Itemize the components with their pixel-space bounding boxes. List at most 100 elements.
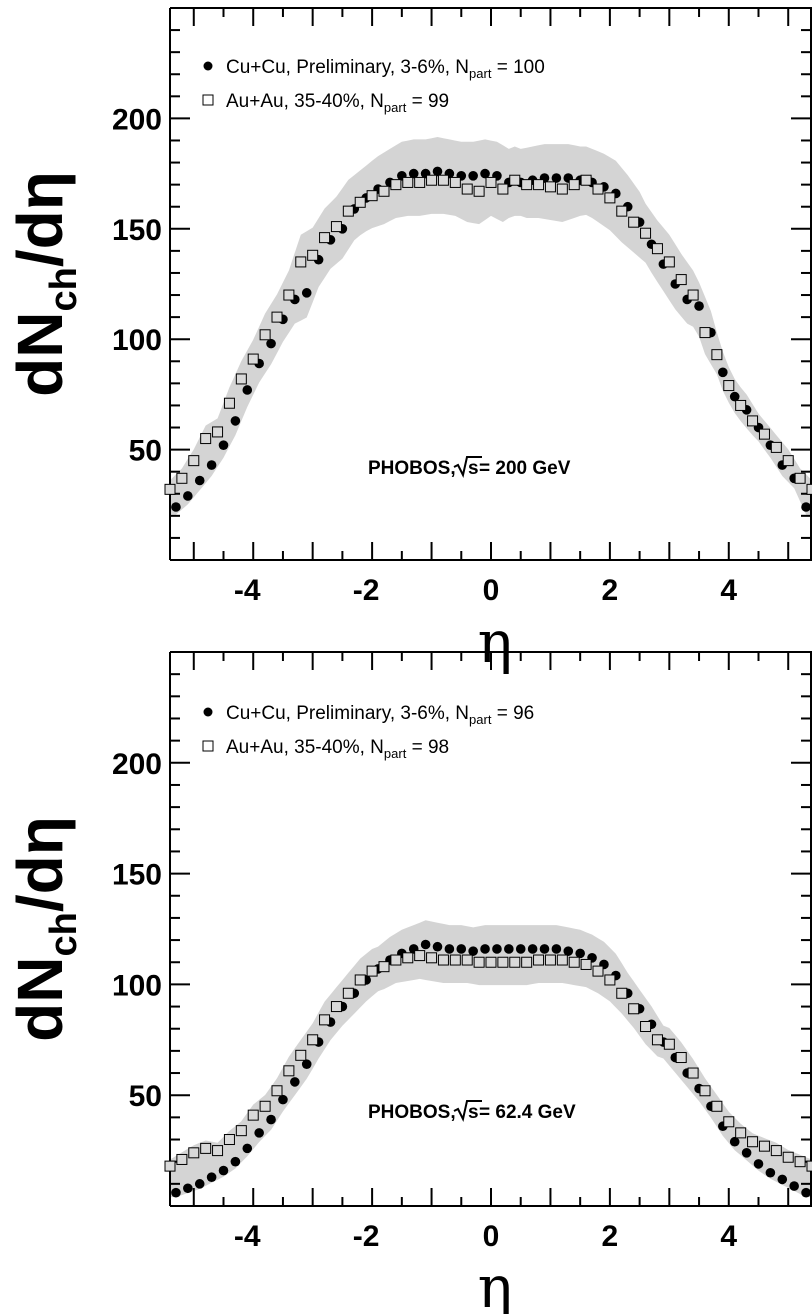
au-au-point bbox=[223, 1134, 235, 1146]
cu-cu-point bbox=[290, 1077, 300, 1087]
cu-cu-point bbox=[729, 391, 740, 402]
au-au-point bbox=[521, 179, 533, 191]
au-au-point bbox=[200, 1142, 212, 1154]
x-axis-label: η bbox=[478, 1253, 513, 1314]
cu-cu-point bbox=[468, 171, 478, 181]
cu-cu-point bbox=[230, 1156, 241, 1167]
cu-cu-point bbox=[753, 1159, 764, 1169]
annotation-s: s bbox=[468, 1102, 479, 1123]
au-au-point bbox=[461, 183, 473, 195]
y-tick-label: 200 bbox=[112, 103, 162, 136]
au-au-point bbox=[675, 1052, 687, 1064]
cu-cu-point bbox=[527, 944, 538, 954]
au-au-point bbox=[533, 179, 545, 191]
au-au-point bbox=[366, 190, 378, 202]
y-tick-label: 150 bbox=[112, 214, 162, 247]
au-au-point bbox=[521, 956, 533, 968]
x-tick-label: 2 bbox=[602, 1220, 619, 1253]
legend-entry: Au+Au, 35-40%, Npart = 98 bbox=[226, 737, 449, 761]
au-au-point bbox=[699, 1085, 711, 1097]
au-au-point bbox=[687, 289, 699, 301]
au-au-point bbox=[164, 483, 176, 495]
au-au-point bbox=[426, 174, 438, 186]
legend: Cu+Cu, Preliminary, 3-6%, Npart = 96 Au+A… bbox=[202, 703, 534, 761]
au-au-point bbox=[568, 179, 580, 191]
au-au-point bbox=[449, 954, 461, 966]
au-au-point bbox=[485, 956, 497, 968]
cu-cu-point bbox=[456, 944, 467, 954]
au-au-point bbox=[188, 1147, 200, 1159]
y-tick-label: 50 bbox=[129, 1080, 162, 1113]
y-tick-label: 50 bbox=[129, 435, 162, 468]
cu-cu-point bbox=[218, 1165, 229, 1176]
au-au-point bbox=[235, 373, 247, 385]
au-au-point bbox=[604, 974, 616, 986]
au-au-point bbox=[212, 426, 224, 438]
annotation-prefix: PHOBOS, bbox=[368, 1102, 456, 1123]
au-au-point bbox=[580, 174, 592, 186]
au-au-point bbox=[640, 227, 652, 239]
au-au-point bbox=[176, 1153, 188, 1165]
au-au-point bbox=[271, 311, 283, 323]
au-au-point bbox=[247, 353, 259, 365]
panel-bottom: -4 -2 0 2 4 50 100 150 200 dNch/dη η Cu+Cu, Prelimi… bbox=[4, 651, 812, 1314]
au-au-point bbox=[283, 289, 295, 301]
au-au-point bbox=[568, 956, 580, 968]
au-au-point bbox=[319, 232, 331, 244]
au-au-point bbox=[283, 1065, 295, 1077]
cu-cu-point bbox=[242, 385, 253, 395]
annotation-energy: = 200 GeV bbox=[479, 458, 571, 479]
au-au-point bbox=[485, 176, 497, 188]
au-au-point bbox=[390, 954, 402, 966]
legend-entry: Cu+Cu, Preliminary, 3-6%, Npart = 100 bbox=[226, 57, 545, 81]
panel-top: -4 -2 0 2 4 50 100 150 200 dNch/dη η Cu+Cu, Prelimi… bbox=[4, 7, 812, 676]
x-tick-label: 4 bbox=[720, 574, 737, 607]
au-au-point bbox=[259, 1100, 271, 1112]
y-tick-label: 150 bbox=[112, 859, 162, 892]
au-au-point bbox=[640, 1021, 652, 1033]
au-au-point bbox=[414, 950, 426, 962]
au-au-point bbox=[628, 216, 640, 228]
au-au-point bbox=[319, 1014, 331, 1026]
au-au-point bbox=[687, 1067, 699, 1079]
au-au-point bbox=[782, 1151, 794, 1163]
cu-cu-point bbox=[563, 946, 574, 956]
au-au-point bbox=[544, 954, 556, 966]
annotation-energy: = 62.4 GeV bbox=[479, 1102, 576, 1123]
cu-cu-point bbox=[194, 1179, 205, 1189]
legend-entry: Cu+Cu, Preliminary, 3-6%, Npart = 96 bbox=[226, 703, 534, 727]
au-au-point bbox=[806, 1160, 812, 1172]
cu-cu-point bbox=[480, 944, 490, 954]
cu-cu-point bbox=[206, 460, 217, 470]
open-square-marker-icon bbox=[202, 740, 214, 752]
au-au-point bbox=[271, 1085, 283, 1097]
au-au-point bbox=[307, 249, 319, 261]
au-au-point bbox=[651, 1034, 663, 1046]
cu-cu-point bbox=[504, 944, 514, 954]
cu-cu-point bbox=[765, 1167, 776, 1178]
au-au-point bbox=[330, 1001, 342, 1013]
au-au-point bbox=[758, 1140, 770, 1152]
cu-cu-point bbox=[729, 1136, 740, 1147]
x-tick-label: 0 bbox=[483, 1220, 500, 1253]
au-au-series bbox=[164, 174, 812, 495]
cu-cu-point bbox=[801, 502, 811, 512]
x-tick-label: 2 bbox=[602, 574, 619, 607]
x-tick-label: -2 bbox=[353, 574, 380, 607]
au-au-point bbox=[580, 958, 592, 970]
cu-cu-point bbox=[539, 944, 550, 954]
au-au-point bbox=[212, 1145, 224, 1157]
sqrt-symbol bbox=[453, 1100, 482, 1122]
cu-cu-point bbox=[444, 944, 455, 954]
au-au-point bbox=[592, 965, 604, 977]
cu-cu-point bbox=[194, 475, 205, 486]
au-au-point bbox=[461, 954, 473, 966]
cu-cu-point bbox=[694, 301, 704, 311]
cu-cu-point bbox=[171, 502, 181, 512]
cu-cu-point bbox=[492, 944, 502, 954]
energy-annotation: PHOBOS, s = 200 GeV bbox=[368, 456, 571, 479]
cu-cu-point bbox=[278, 1094, 288, 1105]
cu-cu-point bbox=[480, 168, 490, 179]
au-au-point bbox=[651, 243, 663, 255]
